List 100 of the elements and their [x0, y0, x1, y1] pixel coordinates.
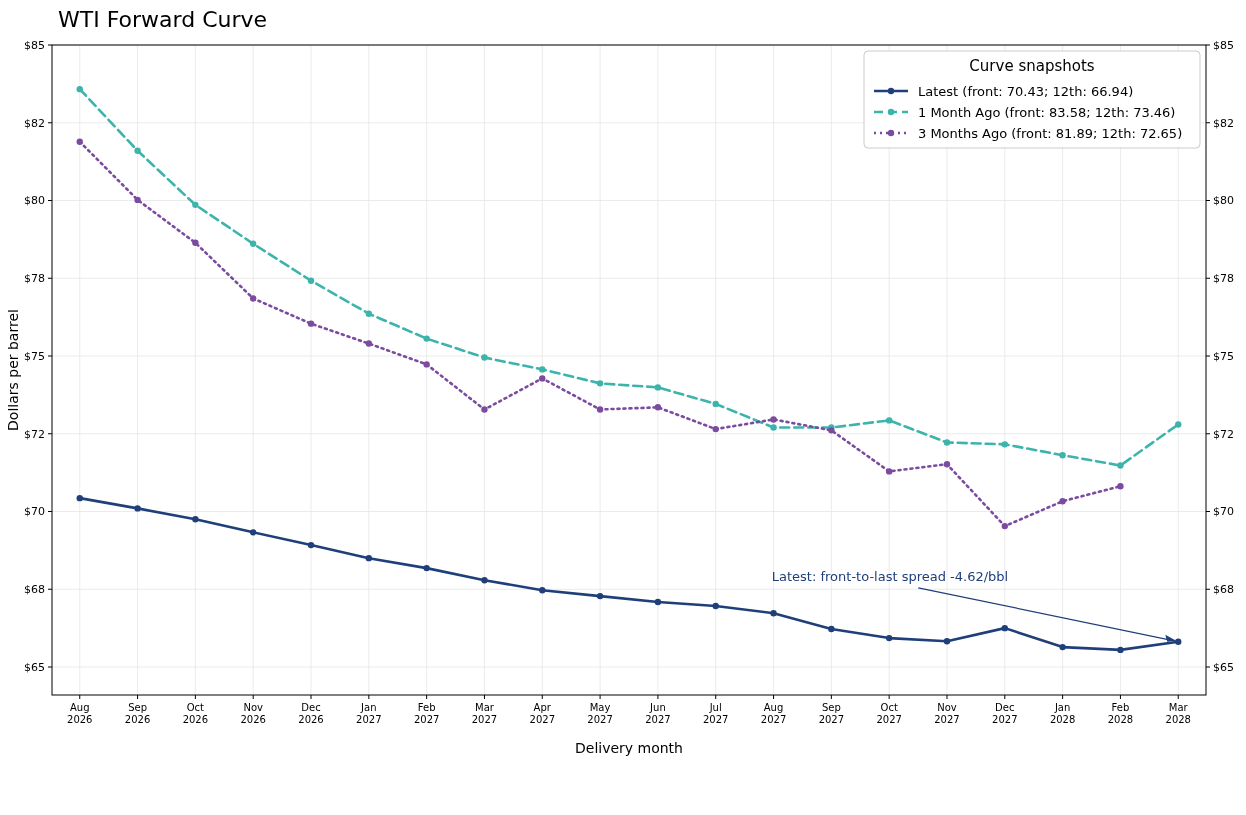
point	[423, 335, 430, 342]
point	[365, 310, 373, 317]
point	[1059, 452, 1066, 459]
x-tick-label: Jun 2027	[645, 702, 671, 725]
x-tick-label: Dec 2027	[992, 702, 1018, 725]
point	[770, 610, 777, 617]
point	[1001, 441, 1008, 448]
point	[943, 439, 951, 446]
annotation: Latest: front-to-last spread -4.62/bbl	[771, 568, 1009, 584]
point	[76, 85, 83, 93]
point	[654, 598, 662, 606]
point	[712, 602, 719, 610]
y-tick-label: $85	[24, 38, 45, 52]
point	[1117, 462, 1124, 469]
y2-tick-label: $85	[1213, 38, 1234, 52]
point	[1001, 522, 1008, 530]
x-tick-label: Apr 2027	[529, 702, 555, 725]
x-tick-label: May 2027	[587, 702, 613, 725]
point	[192, 516, 199, 523]
x-tick-label: Oct 2026	[182, 702, 209, 725]
y2-tick-label: $65	[1213, 660, 1234, 674]
x-tick-label: Mar 2027	[471, 702, 498, 725]
point	[539, 366, 546, 373]
point	[1001, 624, 1008, 632]
point	[1117, 646, 1124, 654]
y2-tick-label: $82	[1213, 116, 1234, 130]
point	[423, 564, 430, 572]
point	[712, 400, 719, 408]
point	[192, 239, 199, 246]
y-tick-label: $75	[24, 349, 45, 363]
point	[596, 380, 604, 387]
point	[250, 240, 257, 247]
x-tick-label: Jul 2027	[703, 702, 729, 725]
point	[654, 384, 662, 391]
point	[1059, 643, 1066, 651]
x-tick-label: Jan 2028	[1049, 702, 1076, 725]
point	[885, 634, 893, 642]
point	[76, 494, 83, 502]
x-tick-label: Sep 2027	[818, 702, 845, 725]
x-tick-label: Nov 2027	[934, 702, 960, 725]
point	[250, 529, 257, 536]
point	[1117, 483, 1124, 490]
point	[1059, 498, 1066, 505]
y2-tick-label: $70	[1213, 505, 1234, 519]
point	[596, 406, 604, 413]
point	[481, 577, 488, 584]
point	[654, 404, 662, 411]
point	[712, 425, 719, 433]
point	[770, 416, 777, 423]
legend-title: Curve snapshots	[969, 57, 1095, 75]
point	[481, 406, 488, 413]
point	[943, 461, 951, 468]
point	[192, 201, 199, 209]
y-tick-label: $78	[24, 272, 45, 286]
x-tick-label: Feb 2028	[1107, 702, 1134, 725]
point	[134, 505, 141, 512]
y2-tick-label: $72	[1213, 427, 1234, 441]
x-axis-title: Delivery month	[574, 740, 684, 756]
legend-label: 3 Months Ago (front: 81.89; 12th: 72.65)	[918, 125, 1183, 141]
x-tick-label: Sep 2026	[124, 702, 151, 725]
point	[943, 638, 951, 645]
x-tick-label: Nov 2026	[240, 702, 266, 725]
point	[828, 625, 835, 633]
point	[885, 468, 893, 475]
y2-tick-label: $78	[1213, 272, 1234, 286]
point	[307, 541, 315, 549]
point	[365, 554, 373, 562]
y-tick-label: $68	[24, 583, 45, 597]
point	[481, 354, 488, 361]
chart-title: WTI Forward Curve	[58, 7, 268, 32]
y-tick-label: $70	[24, 505, 45, 519]
point	[134, 196, 141, 204]
y-tick-label: $82	[24, 116, 45, 130]
y-tick-label: $80	[24, 194, 45, 208]
x-tick-label: Mar 2028	[1165, 702, 1191, 725]
point	[423, 361, 430, 368]
x-tick-label: Jan 2027	[356, 702, 382, 725]
y-axis-title: Dollars per barrel	[5, 309, 21, 431]
point	[1175, 421, 1182, 428]
point	[885, 417, 893, 424]
x-tick-label: Dec 2026	[298, 702, 324, 725]
point	[307, 320, 315, 327]
point	[365, 340, 373, 347]
point	[307, 277, 315, 284]
y-tick-label: $72	[24, 427, 45, 441]
y2-tick-label: $75	[1213, 349, 1234, 363]
point	[539, 586, 546, 594]
legend-label: 1 Month Ago (front: 83.58; 12th: 73.46)	[918, 104, 1176, 120]
point	[770, 424, 777, 431]
point	[134, 147, 141, 154]
point	[596, 592, 604, 600]
x-tick-label: Oct 2027	[876, 702, 902, 725]
y2-tick-label: $80	[1213, 194, 1234, 208]
point	[76, 138, 83, 145]
x-tick-label: Aug 2026	[67, 702, 93, 725]
point	[539, 375, 546, 382]
y-tick-label: $65	[24, 660, 45, 674]
x-tick-label: Aug 2027	[760, 702, 787, 725]
point	[250, 295, 257, 302]
x-tick-label: Feb 2027	[413, 702, 440, 725]
